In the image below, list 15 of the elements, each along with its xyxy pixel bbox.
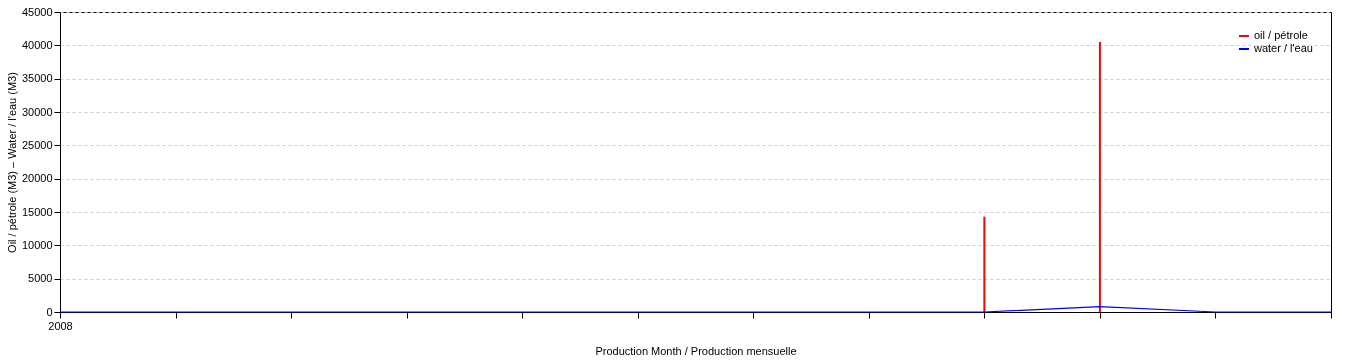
y-tick-label: 35000 xyxy=(21,72,53,85)
y-tick-label: 25000 xyxy=(21,138,53,151)
x-axis-title: Production Month / Production mensuelle xyxy=(595,344,797,357)
y-tick-label: 15000 xyxy=(21,205,53,218)
y-axis-title: Oil / pétrole (M3) – Water / l'eau (M3) xyxy=(5,72,18,253)
y-tick-label: 45000 xyxy=(21,5,53,18)
y-tick-label: 20000 xyxy=(21,172,53,185)
y-tick-label: 10000 xyxy=(21,238,53,251)
y-tick-label: 0 xyxy=(46,305,53,318)
y-tick-label: 30000 xyxy=(21,105,53,118)
legend-label: water / l'eau xyxy=(1253,42,1313,54)
x-tick-label: 2008 xyxy=(48,319,73,332)
legend-label: oil / pétrole xyxy=(1254,29,1308,41)
y-tick-label: 5000 xyxy=(28,272,53,285)
y-tick-label: 40000 xyxy=(21,38,53,51)
